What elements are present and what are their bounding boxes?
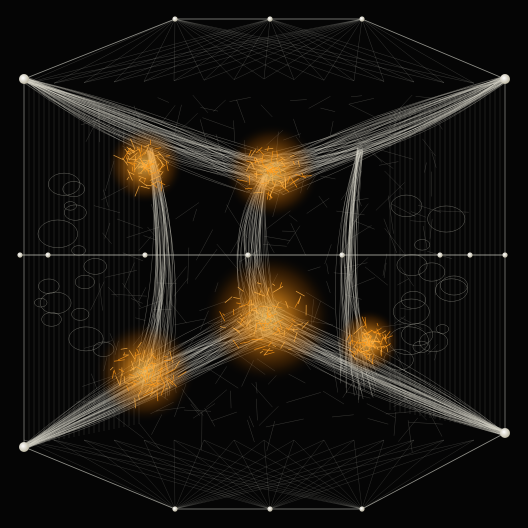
- glow-cluster: [202, 252, 334, 384]
- anchor-node: [500, 428, 510, 438]
- anchor-node: [500, 74, 510, 84]
- anchor-node: [359, 16, 365, 22]
- anchor-node: [172, 16, 178, 22]
- anchor-node: [172, 506, 178, 512]
- anchor-node: [142, 252, 148, 258]
- anchor-node: [267, 16, 273, 22]
- glowing-clusters: [94, 124, 401, 423]
- anchor-node: [19, 442, 29, 452]
- anchor-node: [339, 252, 345, 258]
- anchor-node: [502, 252, 508, 258]
- anchor-node: [437, 252, 443, 258]
- anchor-node: [467, 252, 473, 258]
- anchor-node: [17, 252, 23, 258]
- anchor-node: [19, 74, 29, 84]
- anchor-node: [359, 506, 365, 512]
- anchor-node: [245, 252, 251, 258]
- anchor-nodes: [17, 16, 510, 512]
- anchor-node: [45, 252, 51, 258]
- glow-cluster: [94, 321, 196, 423]
- anchor-node: [267, 506, 273, 512]
